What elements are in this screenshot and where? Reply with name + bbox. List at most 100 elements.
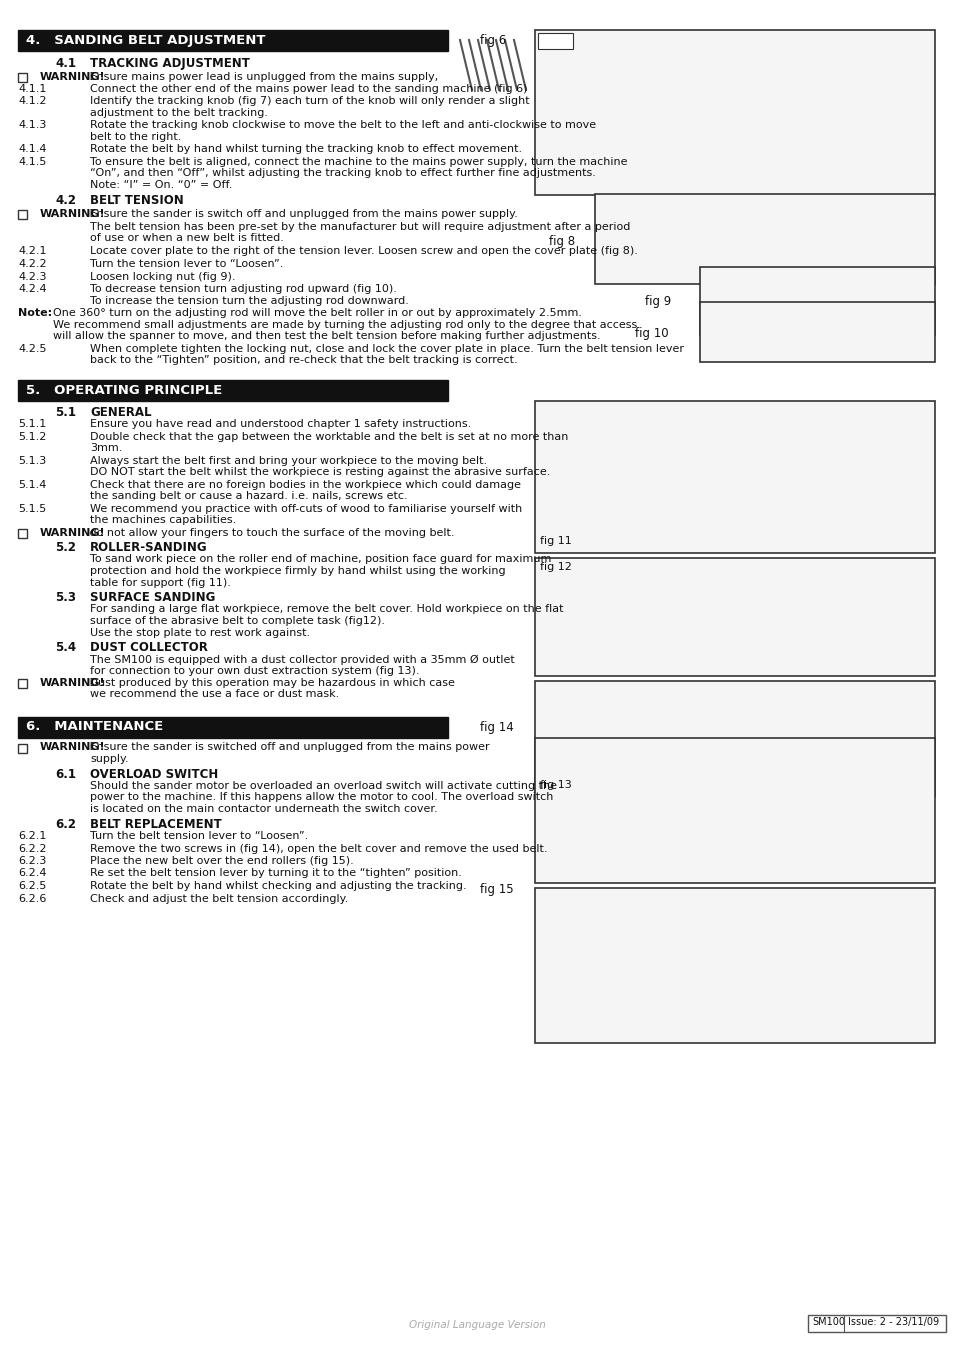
- Bar: [18, 379, 448, 401]
- Text: When complete tighten the locking nut, close and lock the cover plate in place. : When complete tighten the locking nut, c…: [90, 343, 683, 354]
- Text: do not allow your fingers to touch the surface of the moving belt.: do not allow your fingers to touch the s…: [86, 528, 454, 537]
- Text: Re set the belt tension lever by turning it to the “tighten” position.: Re set the belt tension lever by turning…: [90, 868, 461, 879]
- Bar: [535, 680, 934, 795]
- Text: 4.1.4: 4.1.4: [18, 144, 47, 154]
- Text: To increase the tension turn the adjusting rod downward.: To increase the tension turn the adjusti…: [90, 296, 409, 305]
- Text: Note: “I” = On. “0” = Off.: Note: “I” = On. “0” = Off.: [90, 180, 233, 190]
- Text: supply.: supply.: [90, 755, 129, 764]
- Bar: [18, 211, 27, 219]
- Text: 5.1: 5.1: [55, 405, 76, 418]
- Bar: [535, 30, 934, 194]
- Text: back to the “Tighten” position, and re-check that the belt tracking is correct.: back to the “Tighten” position, and re-c…: [90, 355, 517, 364]
- Text: the machines capabilities.: the machines capabilities.: [90, 514, 236, 525]
- Text: 5.1.5: 5.1.5: [18, 504, 46, 513]
- Text: 6.2.3: 6.2.3: [18, 856, 47, 865]
- Text: We recommend you practice with off-cuts of wood to familiarise yourself with: We recommend you practice with off-cuts …: [90, 504, 521, 513]
- Text: 4.1: 4.1: [55, 57, 76, 70]
- Text: 4.2.5: 4.2.5: [18, 343, 47, 354]
- Text: 6.   MAINTENANCE: 6. MAINTENANCE: [26, 721, 163, 733]
- Text: 6.2.4: 6.2.4: [18, 868, 47, 879]
- Text: OVERLOAD SWITCH: OVERLOAD SWITCH: [90, 768, 218, 780]
- Text: 6.2.6: 6.2.6: [18, 894, 47, 903]
- Text: Locate cover plate to the right of the tension lever. Loosen screw and open the : Locate cover plate to the right of the t…: [90, 247, 638, 256]
- Text: “On”, and then “Off”, whilst adjusting the tracking knob to effect further fine : “On”, and then “Off”, whilst adjusting t…: [90, 169, 596, 178]
- Text: Ensure the sander is switched off and unplugged from the mains power: Ensure the sander is switched off and un…: [86, 743, 489, 752]
- Text: power to the machine. If this happens allow the motor to cool. The overload swit: power to the machine. If this happens al…: [90, 792, 553, 802]
- Text: WARNING!: WARNING!: [40, 528, 106, 537]
- Text: To ensure the belt is aligned, connect the machine to the mains power supply, tu: To ensure the belt is aligned, connect t…: [90, 157, 627, 167]
- Text: fig 11: fig 11: [539, 536, 571, 547]
- Text: Note:: Note:: [18, 308, 52, 319]
- Text: Turn the tension lever to “Loosen”.: Turn the tension lever to “Loosen”.: [90, 259, 283, 269]
- Text: 5.1.4: 5.1.4: [18, 479, 47, 490]
- Bar: [807, 1315, 945, 1332]
- Bar: [18, 717, 448, 737]
- Text: Should the sander motor be overloaded an overload switch will activate cutting t: Should the sander motor be overloaded an…: [90, 782, 557, 791]
- Text: To sand work piece on the roller end of machine, position face guard for maximum: To sand work piece on the roller end of …: [90, 555, 551, 564]
- Text: 6.2.2: 6.2.2: [18, 844, 47, 853]
- Bar: [700, 266, 934, 335]
- Text: Ensure you have read and understood chapter 1 safety instructions.: Ensure you have read and understood chap…: [90, 418, 471, 429]
- Text: Always start the belt first and bring your workpiece to the moving belt.: Always start the belt first and bring yo…: [90, 455, 487, 466]
- Text: 6.1: 6.1: [55, 768, 76, 780]
- Text: 5.2: 5.2: [55, 541, 76, 554]
- Text: Check and adjust the belt tension accordingly.: Check and adjust the belt tension accord…: [90, 894, 348, 903]
- Text: We recommend small adjustments are made by turning the adjusting rod only to the: We recommend small adjustments are made …: [53, 320, 637, 329]
- Text: adjustment to the belt tracking.: adjustment to the belt tracking.: [90, 108, 268, 117]
- Text: Dust produced by this operation may be hazardous in which case: Dust produced by this operation may be h…: [86, 678, 455, 687]
- Text: 4.2.4: 4.2.4: [18, 284, 47, 294]
- Text: fig 9: fig 9: [644, 296, 671, 309]
- Text: For sanding a large flat workpiece, remove the belt cover. Hold workpiece on the: For sanding a large flat workpiece, remo…: [90, 605, 563, 614]
- Text: 5.1.1: 5.1.1: [18, 418, 46, 429]
- Text: fig 15: fig 15: [479, 883, 513, 896]
- Bar: [18, 30, 448, 51]
- Text: 3mm.: 3mm.: [90, 443, 122, 454]
- Bar: [535, 737, 934, 883]
- Text: SM100: SM100: [811, 1318, 844, 1327]
- Text: fig 13: fig 13: [539, 779, 571, 790]
- Text: fig 7: fig 7: [540, 34, 563, 45]
- Text: fig 6: fig 6: [479, 34, 506, 47]
- Text: Check that there are no foreign bodies in the workpiece which could damage: Check that there are no foreign bodies i…: [90, 479, 520, 490]
- Text: Issue: 2 - 23/11/09: Issue: 2 - 23/11/09: [847, 1318, 938, 1327]
- Text: Original Language Version: Original Language Version: [408, 1320, 545, 1330]
- Text: protection and hold the workpiece firmly by hand whilst using the working: protection and hold the workpiece firmly…: [90, 566, 505, 576]
- Bar: [18, 679, 27, 687]
- Text: of use or when a new belt is fitted.: of use or when a new belt is fitted.: [90, 234, 284, 243]
- Bar: [18, 73, 27, 81]
- Text: is located on the main contactor underneath the switch cover.: is located on the main contactor underne…: [90, 805, 437, 814]
- Text: 5.3: 5.3: [55, 591, 76, 603]
- Text: 4.2.2: 4.2.2: [18, 259, 47, 269]
- Text: WARNING!: WARNING!: [40, 209, 106, 219]
- Text: Identify the tracking knob (fig 7) each turn of the knob will only render a slig: Identify the tracking knob (fig 7) each …: [90, 96, 529, 107]
- Text: 4.2.1: 4.2.1: [18, 247, 47, 256]
- Bar: [535, 558, 934, 675]
- Text: DO NOT start the belt whilst the workpiece is resting against the abrasive surfa: DO NOT start the belt whilst the workpie…: [90, 467, 550, 477]
- Bar: [700, 302, 934, 362]
- Text: WARNING!: WARNING!: [40, 678, 106, 687]
- Text: The SM100 is equipped with a dust collector provided with a 35mm Ø outlet: The SM100 is equipped with a dust collec…: [90, 655, 515, 664]
- Text: BELT TENSION: BELT TENSION: [90, 194, 184, 208]
- Text: GENERAL: GENERAL: [90, 405, 152, 418]
- Text: 5.1.3: 5.1.3: [18, 455, 46, 466]
- Text: WARNING!: WARNING!: [40, 72, 106, 81]
- Text: Double check that the gap between the worktable and the belt is set at no more t: Double check that the gap between the wo…: [90, 432, 568, 441]
- Text: 4.1.2: 4.1.2: [18, 96, 47, 107]
- Text: Turn the belt tension lever to “Loosen”.: Turn the belt tension lever to “Loosen”.: [90, 832, 308, 841]
- Text: ROLLER-SANDING: ROLLER-SANDING: [90, 541, 208, 554]
- Text: the sanding belt or cause a hazard. i.e. nails, screws etc.: the sanding belt or cause a hazard. i.e.…: [90, 491, 407, 501]
- Text: The belt tension has been pre-set by the manufacturer but will require adjustmen: The belt tension has been pre-set by the…: [90, 221, 630, 231]
- Text: we recommend the use a face or dust mask.: we recommend the use a face or dust mask…: [90, 688, 339, 699]
- Text: DUST COLLECTOR: DUST COLLECTOR: [90, 641, 208, 653]
- Text: Connect the other end of the mains power lead to the sanding machine (fig 6): Connect the other end of the mains power…: [90, 84, 527, 95]
- Bar: [18, 744, 27, 752]
- Text: Ensure the sander is switch off and unplugged from the mains power supply.: Ensure the sander is switch off and unpl…: [86, 209, 517, 219]
- Text: will allow the spanner to move, and then test the belt tension before making fur: will allow the spanner to move, and then…: [53, 331, 600, 342]
- Bar: [595, 193, 934, 284]
- Text: 4.2.3: 4.2.3: [18, 271, 47, 282]
- Bar: [18, 528, 27, 537]
- Text: 4.1.3: 4.1.3: [18, 120, 47, 131]
- Text: for connection to your own dust extraction system (fig 13).: for connection to your own dust extracti…: [90, 666, 419, 676]
- Text: fig 12: fig 12: [539, 562, 571, 571]
- Text: fig 8: fig 8: [548, 235, 575, 247]
